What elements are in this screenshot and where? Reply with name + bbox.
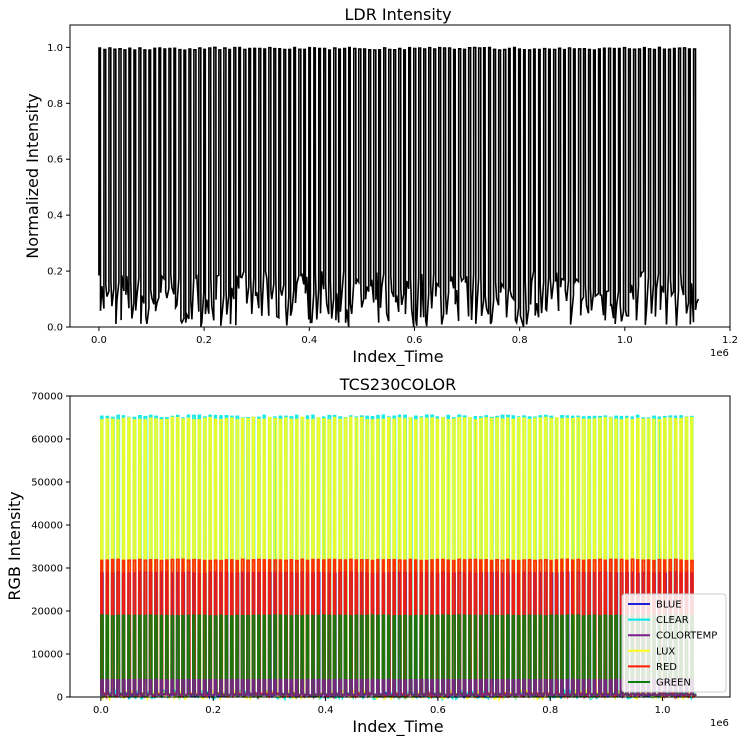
y-tick-label: 0.4 [47,211,63,222]
legend: BLUE CLEAR COLORTEMP LUX RED GREEN [621,593,727,693]
x-tick-label: 0.2 [196,335,212,346]
x-tick-label: 0.0 [93,705,109,716]
ldr-chart: LDR Intensity 0.0 0.2 0.4 0.6 0.8 1.0 1.2 0.00… [23,5,738,367]
tcs230-chart: TCS230COLOR 0.00.20.40.60.81.01.2 010000… [5,375,731,737]
x-axis-label: Index_Time [352,347,443,367]
y-tick-label: 0.6 [47,155,63,166]
plot-area [100,414,697,703]
axes-frame [69,395,731,698]
x-tick-label: 1.0 [617,335,633,346]
y-tick-label: 70000 [31,392,63,403]
x-offset-label: 1e6 [710,718,729,729]
y-tick-label: 0 [57,693,63,704]
axes-frame [69,24,731,328]
x-tick-label: 0.8 [512,335,528,346]
y-tick-label: 0.2 [47,267,63,278]
y-tick-label: 50000 [31,478,63,489]
x-tick-label: 0.6 [407,335,423,346]
plot-area [98,46,700,328]
x-axis-label: Index_Time [352,717,443,737]
legend-label: COLORTEMP [656,631,717,642]
y-tick-label: 0.0 [47,323,63,334]
legend-label: BLUE [656,600,682,611]
y-axis-label: RGB Intensity [5,491,24,600]
legend-label: RED [656,662,677,673]
legend-label: LUX [656,646,675,657]
y-tick-label: 0.8 [47,99,63,110]
y-axis-label: Normalized Intensity [23,93,42,258]
chart-title: LDR Intensity [344,5,451,24]
x-ticks: 0.0 0.2 0.4 0.6 0.8 1.0 1.2 [91,327,738,346]
y-tick-label: 60000 [31,435,63,446]
y-tick-label: 10000 [31,650,63,661]
x-ticks: 0.00.20.40.60.81.01.2 [93,697,671,716]
x-offset-label: 1e6 [710,348,729,359]
x-tick-label: 0.4 [301,335,317,346]
x-tick-label: 0.0 [91,335,107,346]
y-ticks: 0 10000 20000 30000 40000 50000 60000 70000 [31,392,70,704]
series-line-ldr [98,46,700,328]
x-tick-label: 0.4 [318,705,334,716]
x-tick-label: 0.8 [542,705,558,716]
series-line-colortemp [100,678,697,697]
x-tick-label: 0.6 [430,705,446,716]
y-tick-label: 20000 [31,607,63,618]
legend-label: CLEAR [656,615,689,626]
x-tick-label: 1.0 [655,705,671,716]
y-tick-label: 30000 [31,564,63,575]
y-tick-label: 1.0 [47,43,63,54]
x-tick-label: 0.2 [205,705,221,716]
legend-box [621,593,727,693]
y-ticks: 0.0 0.2 0.4 0.6 0.8 1.0 [47,43,70,334]
y-tick-label: 40000 [31,521,63,532]
chart-title: TCS230COLOR [339,375,457,394]
x-tick-label: 1.2 [722,335,738,346]
legend-label: GREEN [656,678,691,689]
